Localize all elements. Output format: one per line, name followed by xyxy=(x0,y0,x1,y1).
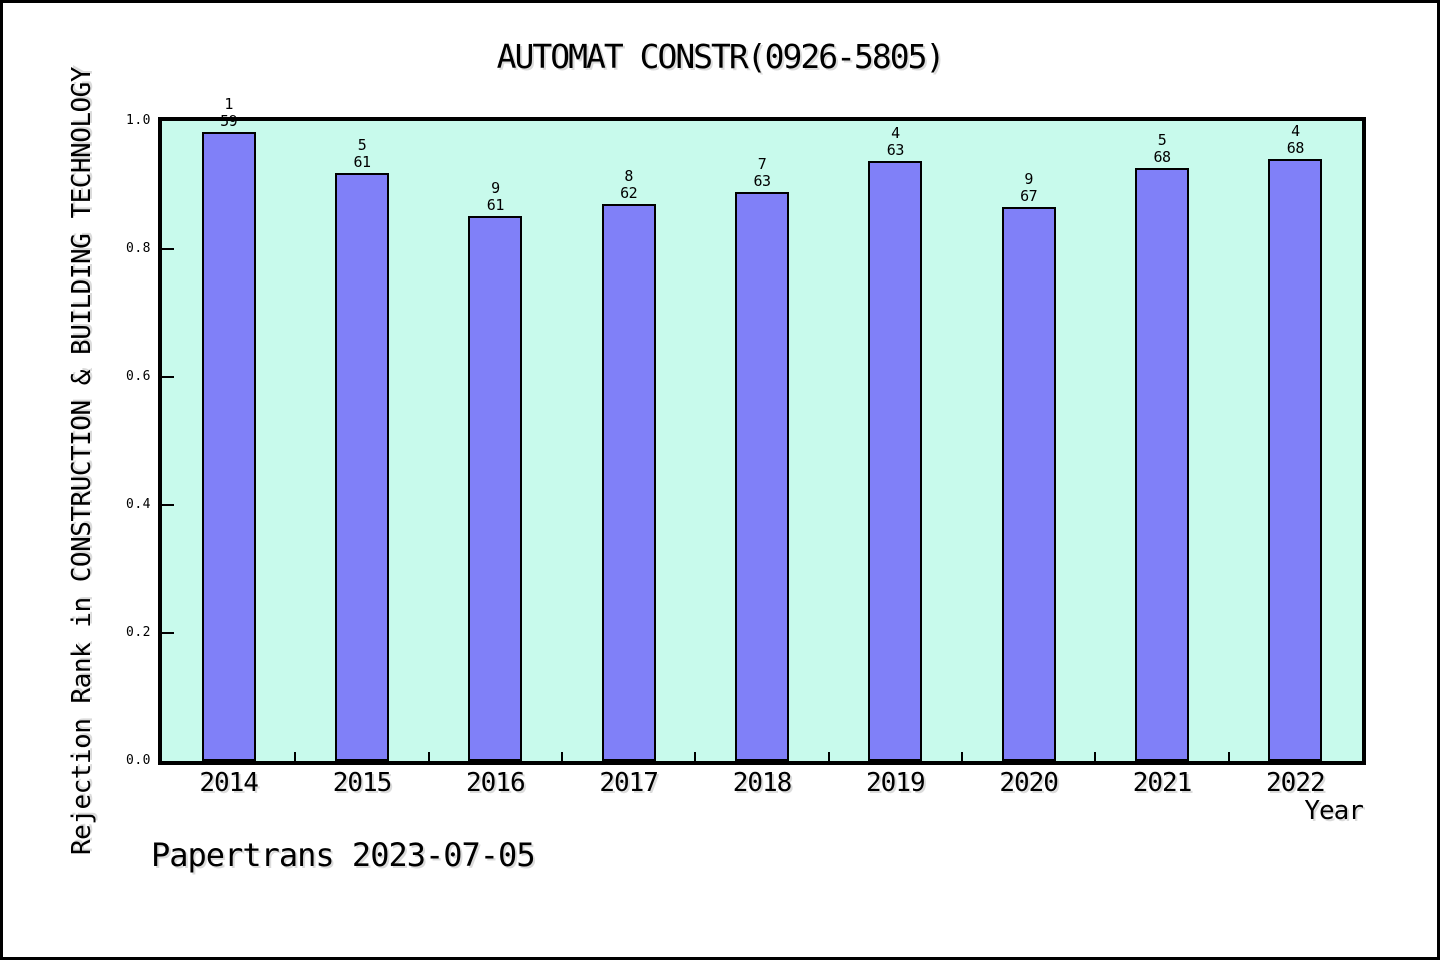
bar-value-label: 5 61 xyxy=(312,137,412,171)
x-minor-tick xyxy=(294,752,297,761)
bar-rank-value: 4 xyxy=(1291,121,1300,140)
bar-total-value: 62 xyxy=(620,183,638,202)
bar-value-label: 4 63 xyxy=(845,125,945,159)
x-axis-title: Year xyxy=(1304,796,1364,826)
x-minor-tick xyxy=(1227,752,1230,761)
x-minor-tick xyxy=(1094,752,1097,761)
bar-rank-value: 5 xyxy=(1157,131,1167,150)
y-axis-title: Rejection Rank in CONSTRUCTION & BUILDIN… xyxy=(67,67,97,855)
y-tick-label: 0.0 xyxy=(126,753,151,768)
bar xyxy=(1001,206,1056,761)
bar xyxy=(601,203,656,761)
y-tick-mark xyxy=(162,248,174,250)
bar-rank-value: 7 xyxy=(757,155,767,174)
y-tick-label: 0.6 xyxy=(126,369,151,384)
bar-total-value: 61 xyxy=(353,153,371,172)
bar-rank-value: 1 xyxy=(224,94,233,113)
bar xyxy=(201,131,256,761)
watermark-text: Papertrans 2023-07-05 xyxy=(151,836,536,874)
bar-rank-value: 4 xyxy=(891,124,900,143)
bar-value-label: 5 68 xyxy=(1112,132,1212,166)
bar-rank-value: 8 xyxy=(624,166,633,185)
x-minor-tick xyxy=(961,752,963,761)
bar xyxy=(735,192,789,761)
y-tick-mark xyxy=(162,376,174,378)
bar-total-value: 63 xyxy=(753,172,771,191)
y-tick-mark xyxy=(162,504,174,506)
x-tick-label: 2016 xyxy=(466,768,526,798)
x-tick-label: 2022 xyxy=(1266,768,1326,798)
bar-value-label: 1 59 xyxy=(179,94,279,130)
bar xyxy=(468,215,523,761)
x-minor-tick xyxy=(427,752,430,761)
bar xyxy=(1135,168,1189,761)
x-minor-tick xyxy=(561,752,563,761)
chart-title: AUTOMAT CONSTR(0926-5805) xyxy=(496,37,946,76)
x-tick-label: 2014 xyxy=(199,768,259,798)
y-tick-label: 0.4 xyxy=(126,497,151,512)
bar-total-value: 59 xyxy=(220,111,238,130)
x-tick-label: 2017 xyxy=(599,768,659,798)
x-tick-label: 2021 xyxy=(1132,768,1193,798)
y-tick-label: 1.0 xyxy=(126,113,151,128)
y-tick-label: 0.2 xyxy=(126,625,151,640)
y-tick-label: 0.8 xyxy=(126,241,151,256)
x-tick-label: 2020 xyxy=(999,768,1059,798)
bar-value-label: 8 62 xyxy=(579,166,679,202)
bar-value-label: 9 61 xyxy=(445,178,545,214)
x-minor-tick xyxy=(827,752,830,761)
bar-value-label: 4 68 xyxy=(1245,121,1345,157)
bar-total-value: 68 xyxy=(1286,138,1305,157)
x-minor-tick xyxy=(694,752,697,761)
bar-value-label: 7 63 xyxy=(712,156,812,190)
plot-area: 1 59 5 61 9 61 8 62 7 63 4 63 9 67 5 68 4 68 xyxy=(158,95,1366,765)
bar-rank-value: 9 xyxy=(1024,169,1033,188)
x-tick-label: 2015 xyxy=(332,768,393,798)
bar-total-value: 68 xyxy=(1153,148,1171,167)
bar-value-label: 9 67 xyxy=(979,169,1079,205)
bar-rank-value: 5 xyxy=(357,136,367,155)
bar xyxy=(868,161,923,761)
x-tick-label: 2018 xyxy=(732,768,793,798)
bar-rank-value: 9 xyxy=(491,178,500,197)
bar xyxy=(1268,158,1323,761)
bar-total-value: 63 xyxy=(886,141,905,160)
bar xyxy=(335,173,389,761)
bar-total-value: 61 xyxy=(486,195,505,214)
bar-total-value: 67 xyxy=(1020,186,1038,205)
x-tick-label: 2019 xyxy=(866,768,926,798)
y-tick-mark xyxy=(162,632,174,634)
